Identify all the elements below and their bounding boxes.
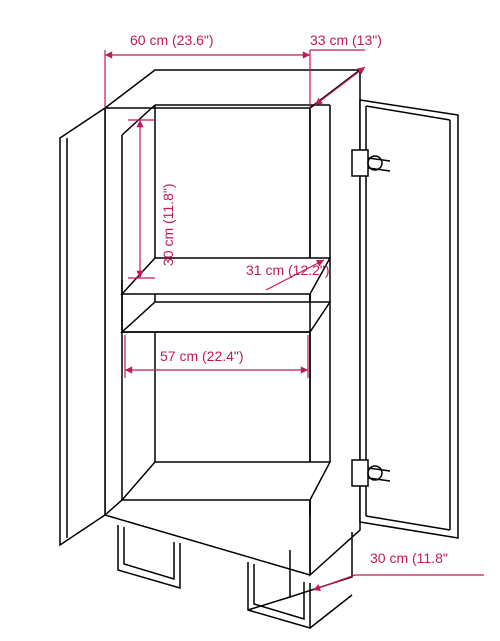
dim-interior-width: 57 cm (22.4") (160, 348, 244, 364)
diagram-canvas: 60 cm (23.6") 33 cm (13") 30 cm (11.8") … (10, 10, 490, 630)
hinge-bottom-icon (352, 460, 390, 486)
dim-interior-height: 30 cm (11.8") (160, 183, 176, 266)
hinge-top-icon (352, 150, 390, 176)
dim-leg-width: 30 cm (11.8" (370, 550, 448, 566)
cabinet-drawing (10, 10, 490, 630)
dim-top-depth: 33 cm (13") (310, 32, 382, 48)
dim-top-width: 60 cm (23.6") (130, 32, 214, 48)
dim-interior-depth: 31 cm (12.2") (246, 262, 330, 278)
